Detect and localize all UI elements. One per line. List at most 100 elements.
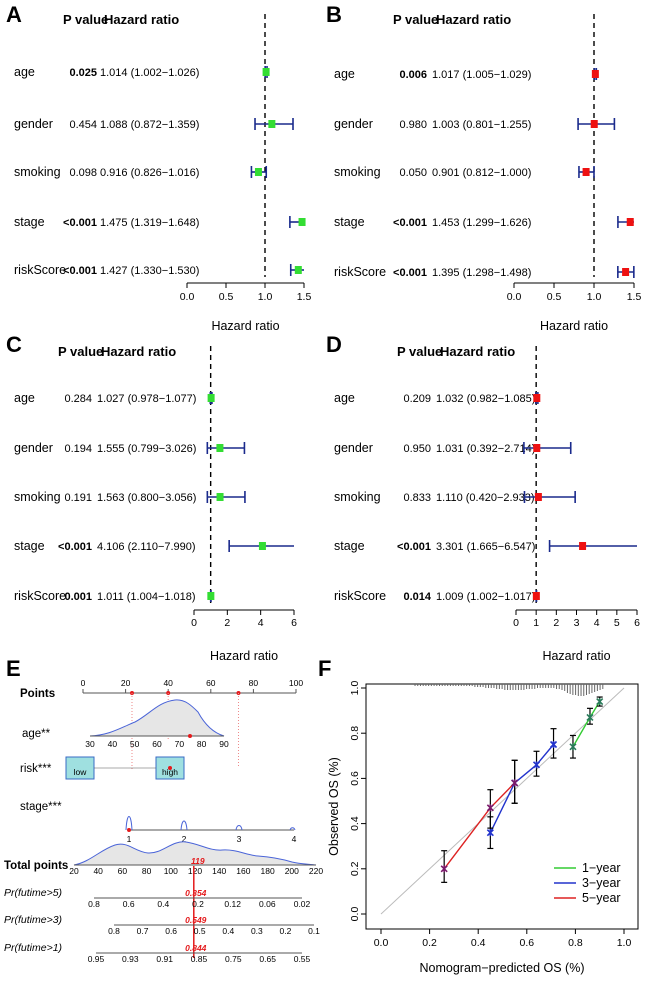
stage-tick-label: 1 xyxy=(127,834,132,844)
header-p-value: P value xyxy=(58,344,103,359)
x-tick-label: 0.8 xyxy=(568,937,583,949)
row-label: smoking xyxy=(14,165,61,179)
header-hazard-ratio: Hazard ratio xyxy=(440,344,515,359)
pred-tick-label: 0.4 xyxy=(222,926,234,936)
pred-tick-label: 0.06 xyxy=(259,899,276,909)
row-hazard-ratio-text: 1.032 (0.982−1.085) xyxy=(436,393,535,405)
pred-tick-label: 0.55 xyxy=(294,954,311,964)
row-label: age xyxy=(334,67,355,81)
pred-value: 0.844 xyxy=(185,943,207,953)
hr-point xyxy=(255,168,262,176)
row-hazard-ratio-text: 1.110 (0.420−2.933) xyxy=(436,492,535,504)
hr-point xyxy=(208,394,215,402)
age-tick-label: 40 xyxy=(108,739,118,749)
total-value: 119 xyxy=(191,856,205,866)
row-p-value: 0.833 xyxy=(403,492,431,504)
x-tick-label: 1.0 xyxy=(258,291,273,303)
prediction-rug xyxy=(415,684,603,696)
x-tick-label: 0.0 xyxy=(180,291,195,303)
header-p-value: P value xyxy=(63,12,108,27)
x-tick-label: 5 xyxy=(614,617,620,629)
panel-letter: D xyxy=(326,332,342,357)
header-hazard-ratio: Hazard ratio xyxy=(101,344,176,359)
row-p-value: 0.950 xyxy=(403,443,431,455)
row-label: stage xyxy=(334,539,365,553)
y-axis-title: Observed OS (%) xyxy=(327,757,341,856)
total-tick-label: 160 xyxy=(236,866,250,876)
x-tick-label: 2 xyxy=(553,617,559,629)
row-p-value: <0.001 xyxy=(58,541,92,553)
total-tick-label: 20 xyxy=(69,866,79,876)
pred-tick-label: 0.2 xyxy=(280,926,292,936)
risk-low-label: low xyxy=(74,767,88,777)
pred-tick-label: 0.95 xyxy=(88,954,105,964)
x-tick-label: 6 xyxy=(634,617,640,629)
row-label: stage xyxy=(14,215,45,229)
row-p-value: 0.014 xyxy=(403,591,431,603)
pred-label: Pr(futime>1) xyxy=(4,942,62,954)
row-label: riskScore xyxy=(14,263,66,277)
data-point xyxy=(597,698,603,705)
total-tick-label: 80 xyxy=(142,866,152,876)
pred-tick-label: 0.8 xyxy=(88,899,100,909)
x-tick-label: 1.0 xyxy=(587,291,602,303)
panel-letter: B xyxy=(326,2,342,27)
x-tick-label: 4 xyxy=(258,617,264,629)
nomogram-panel: E Points 0 20 40 60 80 100 age** 30 40 50 60 70 80 90 ri… xyxy=(4,656,323,964)
stage-marker xyxy=(127,828,131,832)
pred-value: 0.549 xyxy=(185,915,207,925)
data-point xyxy=(534,761,540,768)
age-density xyxy=(90,700,224,736)
x-tick-label: 1 xyxy=(533,617,539,629)
row-hazard-ratio-text: 1.011 (1.004−1.018) xyxy=(97,591,196,603)
row-hazard-ratio-text: 0.916 (0.826−1.016) xyxy=(100,167,199,179)
points-tick-label: 0 xyxy=(81,678,86,688)
risk-label: risk*** xyxy=(20,763,52,775)
row-p-value: 0.209 xyxy=(403,393,431,405)
x-tick-label: 4 xyxy=(594,617,600,629)
hr-point xyxy=(627,218,634,226)
row-p-value: <0.001 xyxy=(63,265,97,277)
row-hazard-ratio-text: 1.009 (1.002−1.017) xyxy=(436,591,535,603)
stage-spike xyxy=(236,826,242,831)
x-axis-title: Hazard ratio xyxy=(540,319,608,333)
total-tick-label: 180 xyxy=(261,866,275,876)
hr-point xyxy=(217,493,224,501)
pred-tick-label: 0.75 xyxy=(225,954,242,964)
row-label: smoking xyxy=(334,490,381,504)
stage-tick-label: 4 xyxy=(292,834,297,844)
series-line-3 xyxy=(444,783,514,869)
x-tick-label: 1.5 xyxy=(297,291,312,303)
row-hazard-ratio-text: 1.475 (1.319−1.648) xyxy=(100,217,199,229)
pred-tick-label: 0.7 xyxy=(137,926,149,936)
row-label: gender xyxy=(334,117,373,131)
hr-point xyxy=(535,493,542,501)
x-axis-title: Hazard ratio xyxy=(210,649,278,663)
hr-point xyxy=(533,592,540,600)
panel-letter: F xyxy=(318,656,331,681)
data-point xyxy=(487,804,493,811)
pred-tick-label: 0.02 xyxy=(294,899,311,909)
row-label: age xyxy=(14,65,35,79)
row-p-value: 0.194 xyxy=(64,443,92,455)
row-hazard-ratio-text: 1.027 (0.978−1.077) xyxy=(97,393,196,405)
y-tick-label: 0.0 xyxy=(349,907,361,922)
row-p-value: 0.001 xyxy=(64,591,92,603)
hr-point xyxy=(533,394,540,402)
panel-letter: A xyxy=(6,2,22,27)
x-tick-label: 0.0 xyxy=(374,937,389,949)
pred-tick-label: 0.8 xyxy=(108,926,120,936)
row-hazard-ratio-text: 1.395 (1.298−1.498) xyxy=(432,267,531,279)
data-point xyxy=(487,829,493,836)
row-p-value: 0.025 xyxy=(69,67,97,79)
row-hazard-ratio-text: 1.017 (1.005−1.029) xyxy=(432,69,531,81)
calibration-panel: F 0.0 0.2 0.4 0.6 0.8 1.0 0.0 0.2 0.4 0.6 0.8 1.0 Nom… xyxy=(318,656,638,975)
total-tick-label: 220 xyxy=(309,866,323,876)
legend-entry: 1−year xyxy=(582,861,621,875)
row-p-value: 0.454 xyxy=(69,119,97,131)
x-tick-label: 0.0 xyxy=(507,291,522,303)
header-p-value: P value xyxy=(397,344,442,359)
series-line-2 xyxy=(490,745,553,833)
